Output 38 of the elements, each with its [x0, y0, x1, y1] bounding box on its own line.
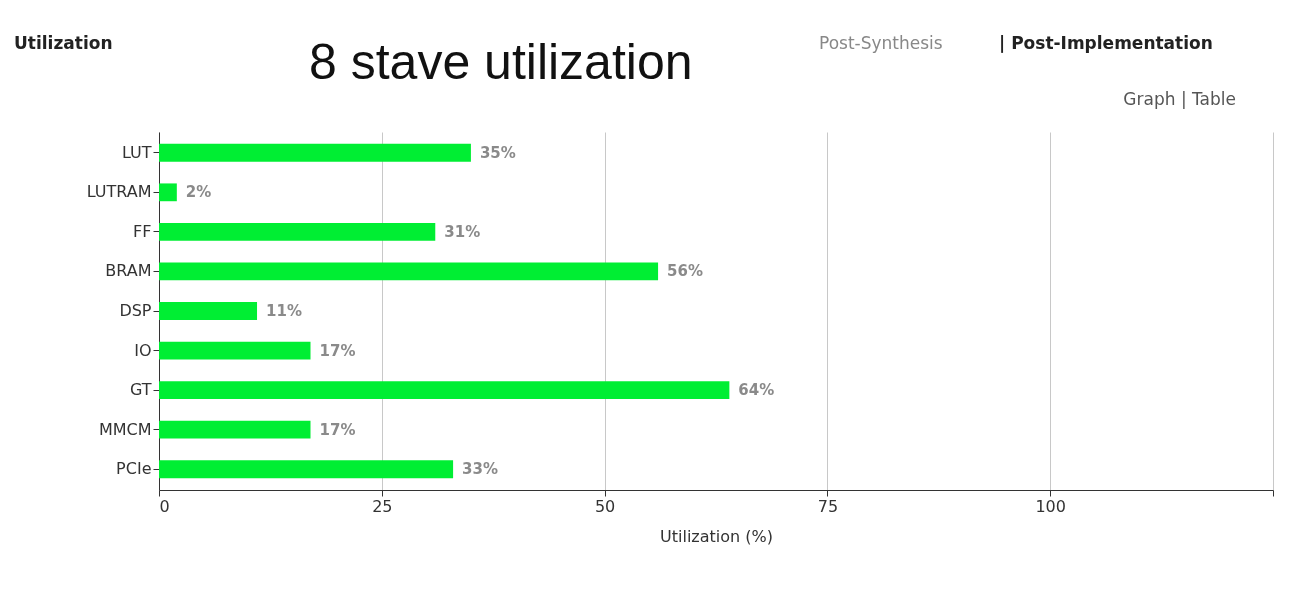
- y-tick-label: BRAM: [105, 261, 152, 281]
- bar: [159, 381, 730, 400]
- bar: [159, 262, 659, 281]
- x-tick-label: 50: [594, 496, 616, 516]
- y-tick-label: DSP: [119, 301, 152, 320]
- bar: [159, 460, 454, 479]
- data-label: 17%: [319, 341, 356, 360]
- text: | Post-Implementation: [999, 33, 1213, 53]
- y-tick-label: IO: [134, 340, 152, 360]
- data-label: 11%: [266, 302, 302, 320]
- x-tick-label: 75: [817, 496, 839, 516]
- y-tick-label: MMCM: [98, 419, 152, 439]
- data-label: 31%: [444, 222, 481, 241]
- x-tick-label: 25: [372, 496, 393, 516]
- y-tick-label: GT: [129, 380, 152, 400]
- x-tick-label: 0: [159, 496, 170, 516]
- data-label: 33%: [462, 460, 498, 479]
- y-tick-label: FF: [133, 221, 152, 241]
- y-tick-label: LUTRAM: [86, 182, 152, 202]
- bar: [159, 222, 436, 241]
- text: Graph | Table: [1123, 89, 1236, 109]
- data-label: 2%: [185, 183, 212, 202]
- x-tick-label: 100: [1035, 496, 1066, 516]
- y-tick-label: PCIe: [116, 459, 152, 479]
- data-label: 35%: [479, 143, 516, 162]
- chart-title: 8 stave utilization: [309, 34, 693, 90]
- x-axis-title: Utilization (%): [660, 526, 773, 546]
- bar: [159, 302, 258, 320]
- bar: [159, 143, 471, 162]
- bar: [159, 341, 311, 360]
- bar: [159, 183, 177, 202]
- text: Utilization: [14, 33, 113, 53]
- data-label: 56%: [667, 262, 703, 281]
- y-tick-label: LUT: [121, 142, 152, 162]
- data-label: 64%: [738, 381, 775, 400]
- data-label: 17%: [319, 420, 356, 439]
- bar: [159, 420, 311, 439]
- text: Post-Synthesis: [819, 33, 943, 53]
